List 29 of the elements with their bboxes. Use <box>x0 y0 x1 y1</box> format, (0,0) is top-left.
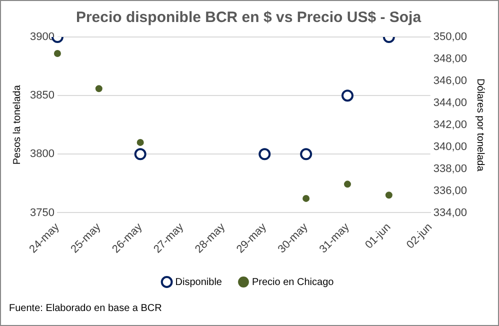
y2-tick-label: 348,00 <box>433 53 468 65</box>
point <box>300 148 312 160</box>
point <box>341 90 354 102</box>
point <box>95 85 102 92</box>
source-note: Fuente: Elaborado en base a BCR <box>9 303 162 314</box>
chart-title: Precio disponible BCR en $ vs Precio US$ - Soja <box>76 9 422 26</box>
legend-label: Precio en Chicago <box>252 276 334 288</box>
legend-label: Disponible <box>175 276 222 288</box>
y2-tick-label: 350,00 <box>433 31 468 44</box>
y2-tick-label: 346,00 <box>433 74 468 87</box>
point <box>54 50 61 57</box>
point <box>344 180 351 188</box>
point <box>258 148 271 160</box>
y2-tick-label: 340,00 <box>433 140 468 153</box>
point <box>385 192 392 199</box>
point <box>302 194 310 202</box>
point <box>134 148 146 160</box>
y2-tick-label: 342,00 <box>433 118 468 131</box>
y-axis-title: Pesos la tonelada <box>12 84 23 165</box>
y-tick-label: 3800 <box>30 148 54 160</box>
y2-tick-label: 336,00 <box>433 184 468 197</box>
point <box>136 138 144 146</box>
y-tick-label: 3900 <box>30 31 54 44</box>
y2-tick-label: 334,00 <box>433 206 468 219</box>
y2-tick-label: 344,00 <box>433 96 468 109</box>
y-tick-label: 3850 <box>30 90 54 102</box>
y2-tick-label: 338,00 <box>433 162 468 175</box>
y2-axis-title: Dólares por tonelada <box>474 78 486 172</box>
y-tick-label: 3750 <box>30 206 54 219</box>
